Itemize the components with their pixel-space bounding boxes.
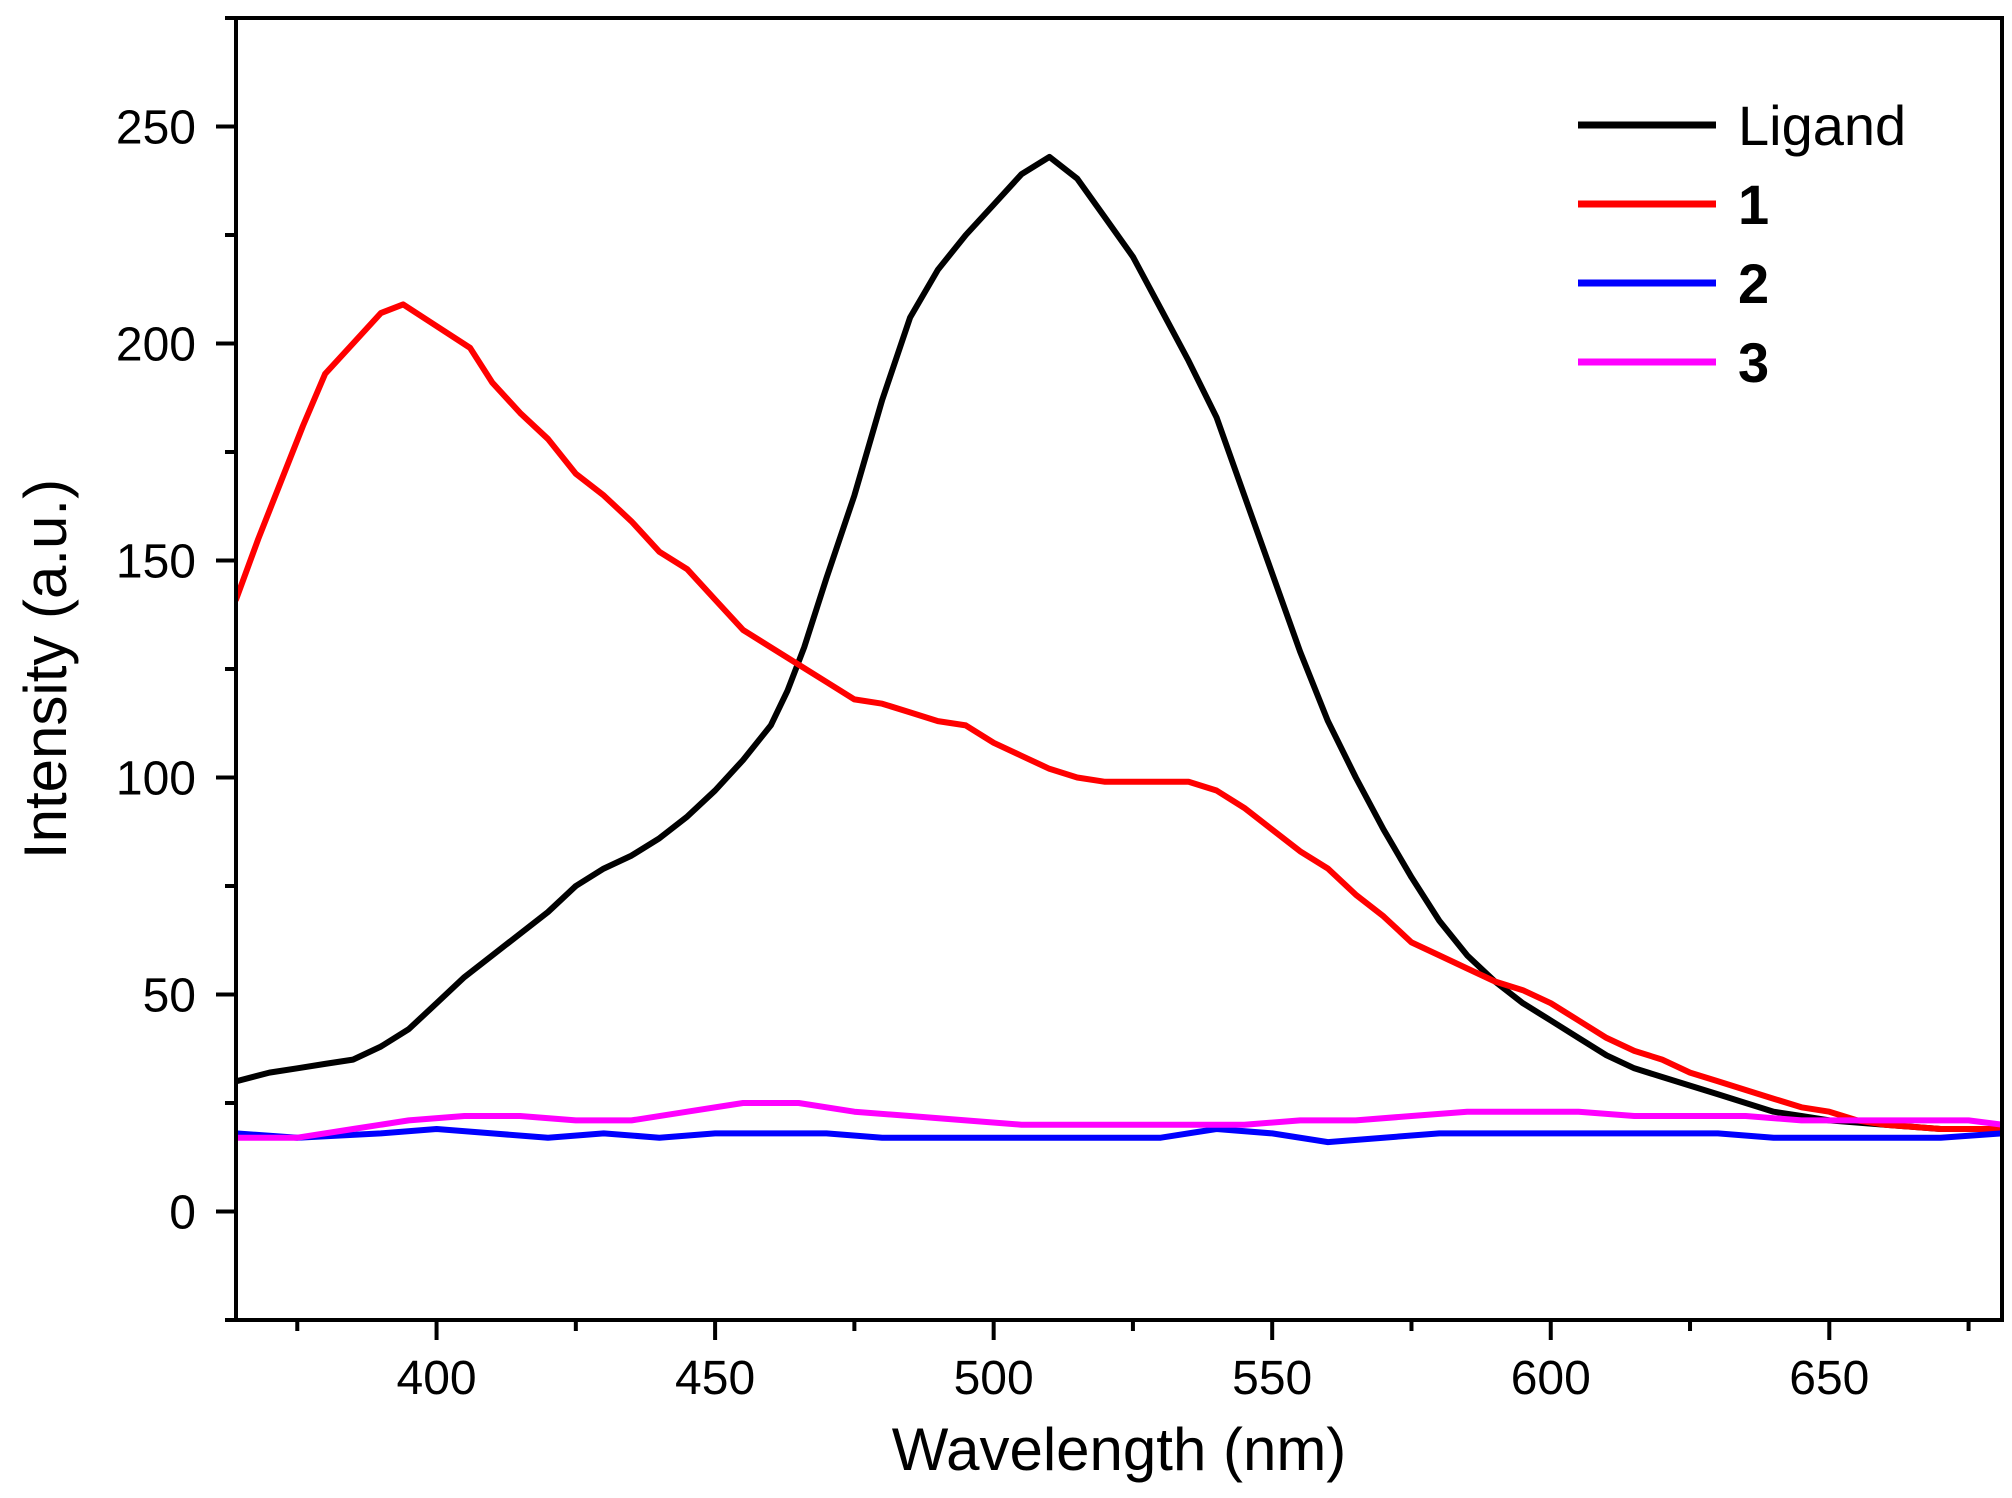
x-tick-label: 650 bbox=[1789, 1352, 1869, 1405]
y-tick-label: 0 bbox=[169, 1187, 196, 1240]
legend-label-ligand: Ligand bbox=[1738, 94, 1906, 157]
y-tick-label: 200 bbox=[116, 319, 196, 372]
series-line-ligand bbox=[236, 153, 2002, 1132]
series-line-3 bbox=[236, 1100, 2002, 1141]
x-tick-label: 500 bbox=[954, 1352, 1034, 1405]
x-tick-label: 450 bbox=[675, 1352, 755, 1405]
y-axis-ticks: 0 50 100 150 200 250 bbox=[116, 16, 236, 1322]
y-tick-label: 100 bbox=[116, 753, 196, 806]
x-axis-ticks: 400 450 500 550 600 650 bbox=[295, 1320, 1971, 1405]
series-layer bbox=[236, 153, 2002, 1146]
series-line-1 bbox=[236, 301, 2002, 1132]
legend-label-2: 2 bbox=[1738, 252, 1769, 315]
x-tick-label: 600 bbox=[1511, 1352, 1591, 1405]
y-tick-label: 50 bbox=[143, 970, 196, 1023]
series-line-2 bbox=[236, 1126, 2002, 1146]
legend-label-1: 1 bbox=[1738, 173, 1769, 236]
x-tick-label: 550 bbox=[1232, 1352, 1312, 1405]
legend-label-3: 3 bbox=[1738, 331, 1769, 394]
legend: Ligand 1 2 3 bbox=[1578, 94, 1906, 394]
x-axis-title: Wavelength (nm) bbox=[892, 1416, 1347, 1483]
y-tick-label: 150 bbox=[116, 536, 196, 589]
y-tick-label: 250 bbox=[116, 102, 196, 155]
y-axis-title: Intensity (a.u.) bbox=[12, 479, 79, 859]
x-tick-label: 400 bbox=[397, 1352, 477, 1405]
